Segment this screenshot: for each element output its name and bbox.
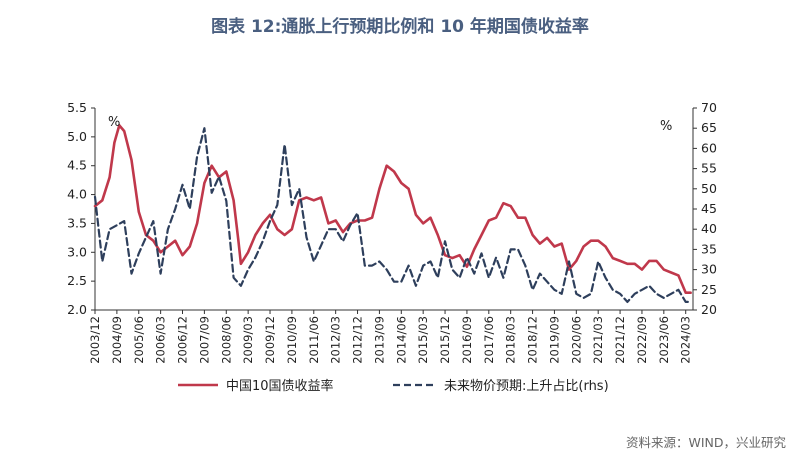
left-axis-unit: % xyxy=(108,115,120,130)
x-tick-label: 2018/12 xyxy=(526,316,540,364)
x-tick-label: 2021/03 xyxy=(591,316,605,364)
x-tick-label: 2015/12 xyxy=(438,316,452,364)
source-note: 资料来源：WIND，兴业研究 xyxy=(625,435,786,450)
right-tick-label: 25 xyxy=(701,282,717,297)
series-line-price-expectation xyxy=(93,127,692,303)
x-tick-label: 2020/06 xyxy=(569,316,583,364)
x-tick-label: 2007/09 xyxy=(197,316,211,364)
right-y-axis: 20 25 30 35 40 45 50 55 60 65 70 xyxy=(692,100,717,317)
legend-label-bond-yield: 中国10国债收益率 xyxy=(226,378,334,394)
x-tick-label: 2010/09 xyxy=(285,316,299,364)
x-tick-label: 2005/06 xyxy=(132,316,146,364)
right-tick-label: 55 xyxy=(701,161,717,176)
legend-label-price-expectation: 未来物价预期:上升占比(rhs) xyxy=(444,379,609,394)
right-tick-label: 65 xyxy=(701,120,717,135)
right-axis-unit: % xyxy=(660,119,672,134)
x-tick-label: 2013/09 xyxy=(372,316,386,364)
left-tick-label: 3.5 xyxy=(67,215,87,230)
left-tick-label: 3.0 xyxy=(67,244,87,259)
x-tick-label: 2004/09 xyxy=(110,316,124,364)
x-axis: 2003/12 2004/09 2005/06 2006/03 2006/12 2007/… xyxy=(88,309,693,364)
x-tick-label: 2016/09 xyxy=(460,316,474,364)
left-tick-label: 4.0 xyxy=(67,187,87,202)
left-tick-label: 4.5 xyxy=(67,158,87,173)
x-tick-label: 2015/03 xyxy=(416,316,430,364)
series-layer xyxy=(93,124,692,303)
x-tick-label: 2017/06 xyxy=(482,316,496,364)
x-tick-label: 2021/12 xyxy=(613,316,627,364)
axis-units: %% xyxy=(108,115,672,134)
right-tick-label: 40 xyxy=(701,221,717,236)
left-tick-label: 5.0 xyxy=(67,129,87,144)
x-tick-label: 2018/03 xyxy=(504,316,518,364)
legend: 中国10国债收益率 未来物价预期:上升占比(rhs) xyxy=(178,378,609,394)
chart-title: 图表 12:通胀上行预期比例和 10 年期国债收益率 xyxy=(211,17,589,37)
right-tick-label: 50 xyxy=(701,181,717,196)
x-tick-label: 2022/09 xyxy=(635,316,649,364)
x-tick-label: 2019/09 xyxy=(547,316,561,364)
x-tick-label: 2006/03 xyxy=(154,316,168,364)
x-tick-label: 2014/06 xyxy=(394,316,408,364)
right-tick-label: 70 xyxy=(701,100,717,115)
x-tick-label: 2012/03 xyxy=(329,316,343,364)
left-tick-label: 2.5 xyxy=(67,273,87,288)
right-tick-label: 60 xyxy=(701,140,717,155)
left-tick-label: 2.0 xyxy=(67,302,87,317)
left-tick-label: 5.5 xyxy=(67,100,87,115)
x-tick-label: 2012/12 xyxy=(351,316,365,364)
x-tick-label: 2024/03 xyxy=(679,316,693,364)
x-tick-label: 2009/12 xyxy=(263,316,277,364)
x-tick-label: 2023/06 xyxy=(657,316,671,364)
x-tick-label: 2003/12 xyxy=(88,316,102,364)
right-tick-label: 20 xyxy=(701,302,717,317)
x-tick-label: 2011/06 xyxy=(307,316,321,364)
right-tick-label: 30 xyxy=(701,262,717,277)
right-tick-label: 45 xyxy=(701,201,717,216)
right-tick-label: 35 xyxy=(701,241,717,256)
x-tick-label: 2008/06 xyxy=(219,316,233,364)
left-y-axis: 2.0 2.5 3.0 3.5 4.0 4.5 5.0 5.5 xyxy=(67,100,96,317)
series-line-bond-yield xyxy=(93,124,692,294)
x-tick-label: 2009/03 xyxy=(241,316,255,364)
x-tick-label: 2006/12 xyxy=(176,316,190,364)
